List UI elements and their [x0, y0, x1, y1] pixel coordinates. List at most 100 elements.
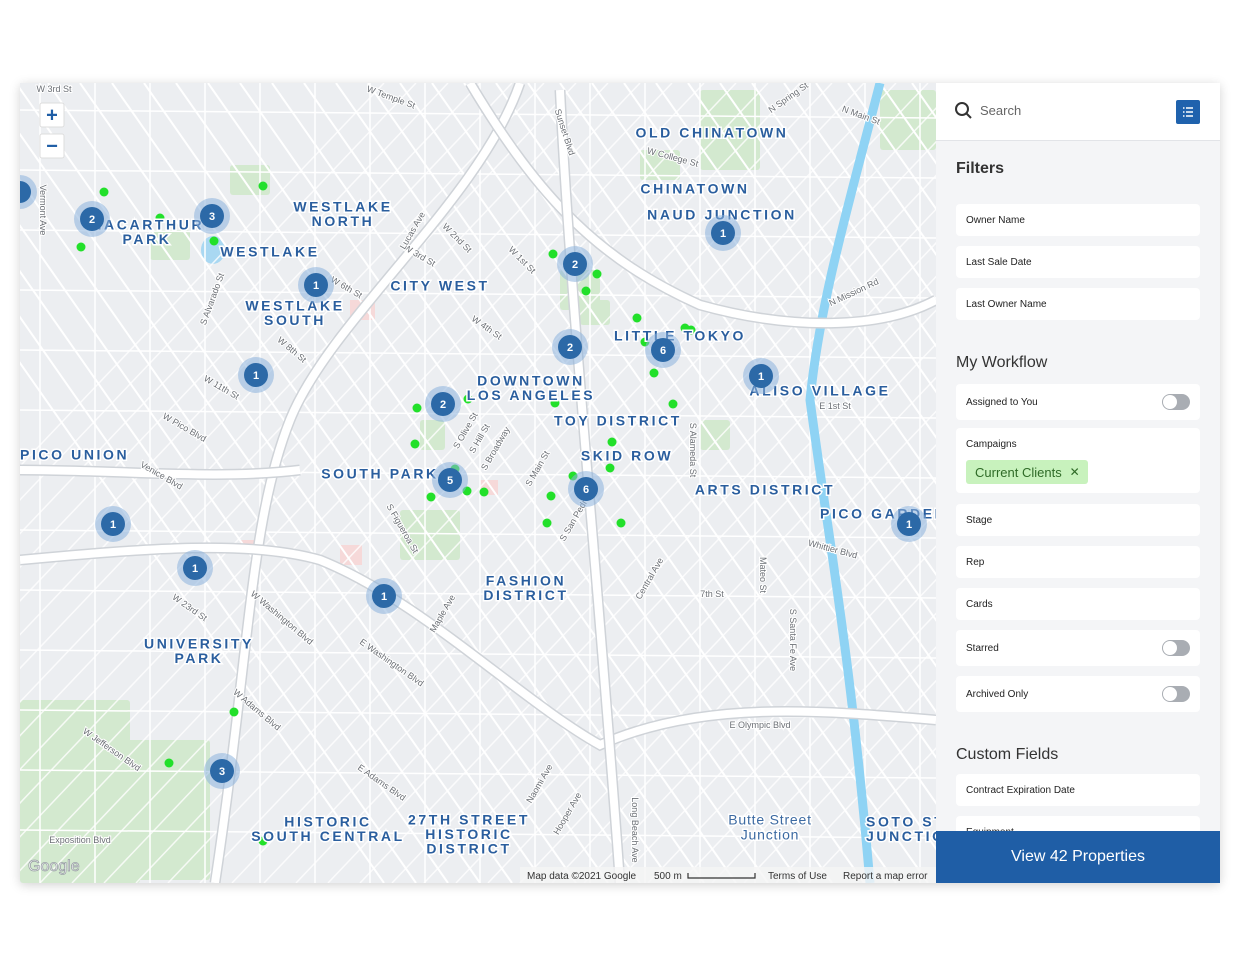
workflow-item[interactable]: Stage	[956, 504, 1200, 536]
terms-link[interactable]: Terms of Use	[768, 871, 827, 882]
search-bar[interactable]: Search	[936, 83, 1220, 141]
property-dot[interactable]	[164, 758, 174, 768]
property-dot[interactable]	[668, 399, 678, 409]
property-dot[interactable]	[546, 491, 556, 501]
neighborhood-label: OLD CHINATOWN	[635, 125, 788, 141]
property-dot[interactable]	[258, 836, 268, 846]
neighborhood-label: DOWNTOWN	[477, 373, 585, 389]
property-dot[interactable]	[99, 187, 109, 197]
property-dot[interactable]	[410, 439, 420, 449]
neighborhood-label: PARK	[122, 231, 171, 247]
property-dot[interactable]	[542, 518, 552, 528]
cluster[interactable]: 2	[425, 386, 461, 422]
workflow-item[interactable]: Archived Only	[956, 676, 1200, 712]
neighborhood-label: NORTH	[312, 213, 375, 229]
cluster-marker	[372, 584, 396, 608]
neighborhood-label: ALISO VILLAGE	[749, 383, 890, 399]
street	[647, 578, 936, 883]
cluster[interactable]: 5	[432, 462, 468, 498]
street	[463, 83, 936, 760]
section-title: Filters	[956, 160, 1005, 177]
property-dot[interactable]	[229, 707, 239, 717]
cluster-marker	[183, 556, 207, 580]
zoom-button-label: +	[46, 104, 58, 126]
cluster-count: 1	[758, 371, 764, 383]
street-label: Exposition Blvd	[49, 835, 111, 845]
workflow-item[interactable]: Starred	[956, 630, 1200, 666]
street	[20, 83, 417, 501]
property-dot[interactable]	[632, 313, 642, 323]
street	[679, 612, 936, 883]
street	[20, 349, 936, 359]
zoom-button[interactable]: +	[39, 102, 65, 128]
custom-field[interactable]: Contract Expiration Date	[956, 774, 1200, 806]
zoom-button[interactable]: −	[39, 133, 65, 159]
toggle-switch[interactable]	[1162, 394, 1190, 410]
workflow-item[interactable]: Rep	[956, 546, 1200, 578]
property-dot[interactable]	[463, 394, 473, 404]
cluster[interactable]: 1	[95, 506, 131, 542]
property-dot[interactable]	[592, 269, 602, 279]
cluster[interactable]: 2	[74, 201, 110, 237]
cluster[interactable]: 1	[177, 550, 213, 586]
street	[655, 83, 936, 485]
property-dot[interactable]	[412, 403, 422, 413]
property-dot[interactable]	[548, 249, 558, 259]
workflow-item[interactable]: Campaigns Current Clients ✕	[956, 428, 1200, 493]
street	[551, 477, 936, 883]
property-dot[interactable]	[616, 518, 626, 528]
neighborhood-label: NAUD JUNCTION	[647, 207, 797, 223]
cluster[interactable]: 6	[568, 471, 604, 507]
cluster-marker	[210, 759, 234, 783]
property-dot[interactable]	[209, 236, 219, 246]
campaign-chip[interactable]: Current Clients ✕	[966, 460, 1088, 484]
property-dot[interactable]	[258, 181, 268, 191]
neighborhood-label: UNIVERSITY	[144, 636, 254, 652]
cluster[interactable]: 3	[194, 198, 230, 234]
workflow-label: Cards	[966, 599, 993, 610]
property-dot[interactable]	[581, 286, 591, 296]
property-dot[interactable]	[426, 492, 436, 502]
scale-label: 500 m	[654, 871, 682, 882]
property-dot[interactable]	[550, 398, 560, 408]
filter-field[interactable]: Last Owner Name	[956, 288, 1200, 320]
street	[20, 361, 385, 883]
report-link[interactable]: Report a map error	[843, 871, 928, 882]
chip-remove[interactable]: ✕	[1069, 465, 1080, 479]
property-dot[interactable]	[479, 487, 489, 497]
cluster[interactable]: 2	[552, 329, 588, 365]
cluster[interactable]: 1	[298, 267, 334, 303]
cluster-count: 2	[89, 214, 95, 226]
property-dot[interactable]	[155, 213, 165, 223]
property-dot[interactable]	[605, 463, 615, 473]
property-dot[interactable]	[649, 368, 659, 378]
workflow-item[interactable]: Assigned to You	[956, 384, 1200, 420]
toggle-switch[interactable]	[1162, 640, 1190, 656]
cluster[interactable]: 1	[238, 357, 274, 393]
list-icon	[1183, 107, 1193, 117]
freeway	[211, 83, 524, 883]
view-properties-button[interactable]: View 42 Properties	[936, 831, 1220, 883]
park-area	[150, 230, 190, 260]
filter-field[interactable]: Last Sale Date	[956, 246, 1200, 278]
workflow-item[interactable]: Cards	[956, 588, 1200, 620]
cluster[interactable]: 1	[743, 358, 779, 394]
cluster[interactable]: 1	[891, 506, 927, 542]
street	[359, 275, 936, 883]
toggle-switch[interactable]	[1162, 686, 1190, 702]
cluster[interactable]: 3	[204, 753, 240, 789]
street	[135, 83, 897, 883]
cluster[interactable]: 2	[557, 246, 593, 282]
cluster[interactable]: 1	[366, 578, 402, 614]
cluster[interactable]: 6	[645, 332, 681, 368]
property-dot[interactable]	[686, 325, 696, 335]
property-dot[interactable]	[76, 242, 86, 252]
search-input[interactable]: Search	[980, 103, 1022, 118]
cluster[interactable]: 1	[705, 215, 741, 251]
neighborhood-label: PARK	[174, 650, 223, 666]
neighborhood-label: WESTLAKE	[293, 199, 392, 215]
filter-field[interactable]: Owner Name	[956, 204, 1200, 236]
list-view-button[interactable]	[1176, 100, 1200, 124]
property-dot[interactable]	[607, 437, 617, 447]
